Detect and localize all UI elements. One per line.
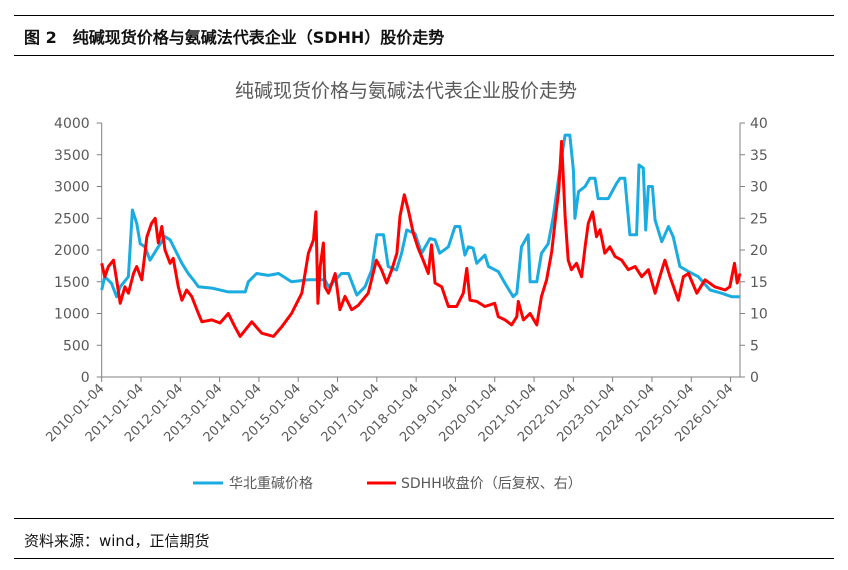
- chart-title: 纯碱现货价格与氨碱法代表企业股价走势: [235, 80, 577, 102]
- y-tick-label-right: 5: [750, 338, 759, 354]
- series-line-soda-ash-price: [100, 133, 740, 299]
- y-tick-label-left: 0: [81, 370, 90, 386]
- y-tick-label-right: 20: [750, 243, 768, 259]
- bottom-rule: [14, 558, 834, 559]
- header-rule: [14, 55, 834, 56]
- y-tick-label-right: 15: [750, 275, 768, 291]
- legend: 华北重碱价格 SDHH收盘价（后复权、右）: [193, 475, 582, 492]
- legend-label-price: 华北重碱价格: [229, 476, 313, 492]
- chart: 纯碱现货价格与氨碱法代表企业股价走势 0 500 1000 1500 2000 2500 3…: [43, 80, 768, 492]
- y-tick-label-right: 40: [750, 116, 768, 132]
- y-tick-label-left: 1500: [54, 275, 90, 291]
- y-tick-label-left: 2000: [54, 243, 90, 259]
- y-tick-label-right: 10: [750, 307, 768, 323]
- y-tick-label-left: 4000: [54, 116, 90, 132]
- y-tick-label-right: 25: [750, 211, 768, 227]
- source-note: 资料来源：wind，正信期货: [24, 532, 210, 550]
- top-rule: [14, 15, 834, 16]
- y-tick-label-left: 1000: [54, 307, 90, 323]
- y-tick-label-right: 0: [750, 370, 759, 386]
- figure-title: 纯碱现货价格与氨碱法代表企业（SDHH）股价走势: [72, 28, 445, 47]
- y-tick-label-left: 2500: [54, 211, 90, 227]
- figure-number: 图 2: [24, 28, 57, 47]
- y-tick-label-right: 35: [750, 148, 768, 164]
- y-tick-label-left: 3000: [54, 180, 90, 196]
- legend-label-stock: SDHH收盘价（后复权、右）: [401, 475, 582, 492]
- y-tick-label-left: 3500: [54, 148, 90, 164]
- y-tick-label-left: 500: [63, 338, 90, 354]
- y-tick-label-right: 30: [750, 180, 768, 196]
- figure-header: 图 2 纯碱现货价格与氨碱法代表企业（SDHH）股价走势: [24, 24, 444, 48]
- series-line-sdhh-close: [100, 139, 742, 338]
- footer-rule: [14, 518, 834, 519]
